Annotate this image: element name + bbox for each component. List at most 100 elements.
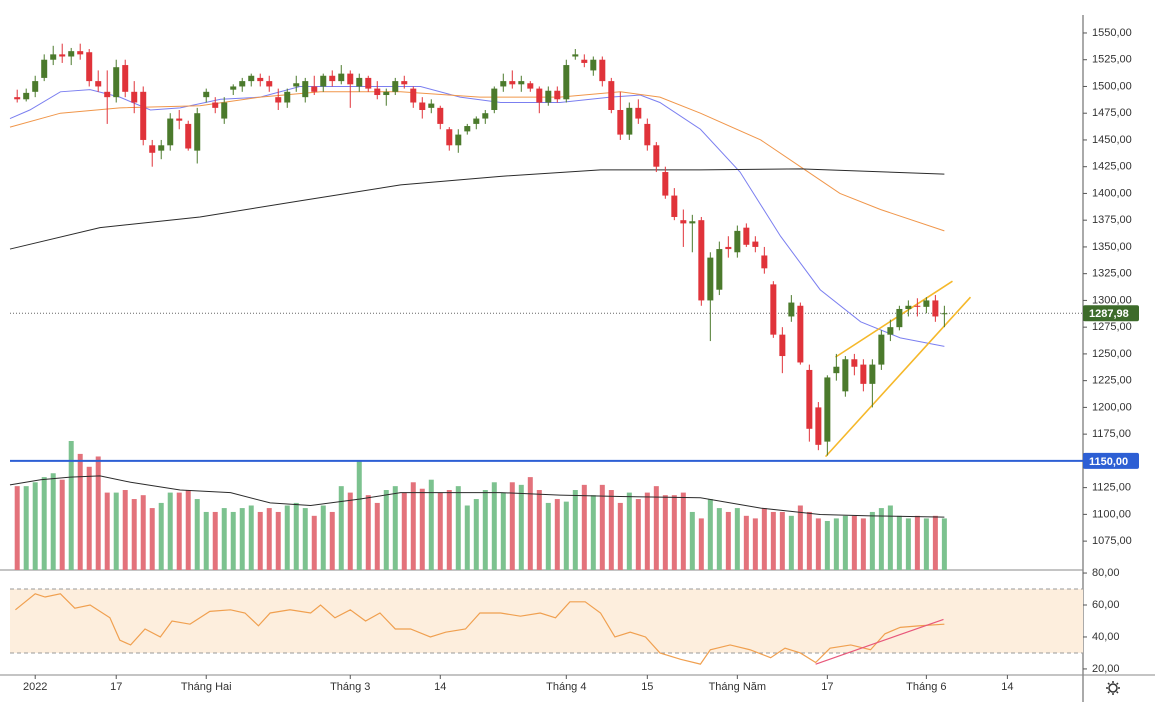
last-price-label: 1287,98	[1089, 308, 1129, 320]
volume-bar	[725, 511, 731, 570]
y-tick-label: 1325,00	[1092, 268, 1132, 280]
volume-bar	[392, 486, 398, 570]
candle-body	[23, 92, 30, 100]
candle-body	[266, 81, 273, 87]
y-tick-label: 1200,00	[1092, 401, 1132, 413]
last-price-tag	[1083, 305, 1139, 322]
volume-bar	[581, 484, 587, 570]
candle-body	[914, 305, 921, 307]
volume-bar	[302, 508, 308, 570]
candle-body	[716, 249, 723, 290]
candle-body	[878, 334, 885, 365]
volume-bar	[932, 515, 938, 570]
volume-bar	[482, 490, 488, 570]
candle-body	[401, 81, 408, 85]
volume-bar	[194, 499, 200, 570]
candle-body	[347, 73, 354, 85]
candle-body	[572, 54, 579, 57]
candle-body	[410, 88, 417, 103]
volume-bar	[833, 518, 839, 570]
volume-bar	[149, 508, 155, 570]
volume-bar	[824, 520, 830, 570]
candle-body	[491, 88, 498, 110]
volume-bar	[446, 490, 452, 570]
candle-body	[617, 109, 624, 135]
candle-body	[203, 91, 210, 98]
volume-bar	[509, 482, 515, 570]
volume-bar	[716, 508, 722, 570]
volume-bar	[230, 511, 236, 570]
volume-bar	[50, 473, 56, 570]
volume-bar	[869, 511, 875, 570]
rsi-trend-line	[815, 618, 944, 665]
volume-bar	[905, 518, 911, 570]
candle-body	[725, 246, 732, 250]
candle-body	[770, 284, 777, 335]
candle-body	[428, 103, 435, 108]
candle-body	[833, 366, 840, 374]
candle-body	[95, 81, 102, 87]
candle-body	[761, 255, 768, 269]
candle-body	[680, 220, 687, 224]
candle-body	[239, 81, 246, 87]
volume-bar	[239, 508, 245, 570]
volume-bar	[707, 499, 713, 570]
volume-bar	[536, 490, 542, 570]
volume-bar	[860, 518, 866, 570]
candle-body	[212, 102, 219, 108]
candle-body	[815, 407, 822, 445]
volume-bar	[419, 488, 425, 570]
volume-bar	[698, 518, 704, 570]
candle-body	[500, 81, 507, 87]
candle-body	[230, 86, 237, 90]
volume-ma-line	[9, 475, 945, 518]
candle-body	[104, 91, 111, 98]
volume-bar	[347, 492, 353, 570]
candle-body	[707, 257, 714, 301]
volume-bar	[275, 511, 281, 570]
candle-body	[419, 102, 426, 110]
volume-bar	[437, 492, 443, 570]
support-tag	[1083, 452, 1139, 469]
volume-bar	[635, 499, 641, 570]
candle-body	[887, 327, 894, 335]
x-tick-label: Tháng 6	[906, 681, 946, 693]
candle-body	[41, 59, 48, 78]
candle-body	[221, 102, 228, 119]
candle-body	[473, 118, 480, 124]
candle-body	[896, 308, 903, 328]
candle-body	[293, 83, 300, 87]
candle-body	[248, 75, 255, 82]
volume-bar	[284, 505, 290, 570]
candle-body	[743, 227, 750, 245]
volume-bar	[311, 515, 317, 570]
candle-body	[392, 81, 399, 92]
y-tick-label: 1500,00	[1092, 80, 1132, 92]
volume-bar	[32, 482, 38, 570]
candle-body	[338, 73, 345, 82]
volume-bar	[941, 518, 947, 570]
candle-body	[779, 334, 786, 357]
y-tick-label: 1225,00	[1092, 375, 1132, 387]
volume-bar	[428, 479, 434, 570]
y-tick-label: 1450,00	[1092, 134, 1132, 146]
volume-bar	[608, 490, 614, 570]
x-tick-label: 15	[641, 681, 653, 693]
volume-bar	[374, 502, 380, 570]
volume-bar	[131, 499, 137, 570]
volume-bar	[644, 492, 650, 570]
candle-body	[437, 107, 444, 124]
settings-icon[interactable]	[1106, 681, 1120, 695]
rsi-band	[10, 589, 1083, 653]
candle-body	[59, 54, 66, 57]
volume-bar	[95, 456, 101, 570]
candle-body	[554, 90, 561, 100]
volume-bar	[221, 508, 227, 570]
volume-bar	[167, 492, 173, 570]
volume-bar	[662, 495, 668, 570]
candle-body	[752, 241, 759, 247]
volume-bar	[689, 511, 695, 570]
volume-bar	[356, 460, 362, 570]
moving-average	[9, 168, 945, 250]
